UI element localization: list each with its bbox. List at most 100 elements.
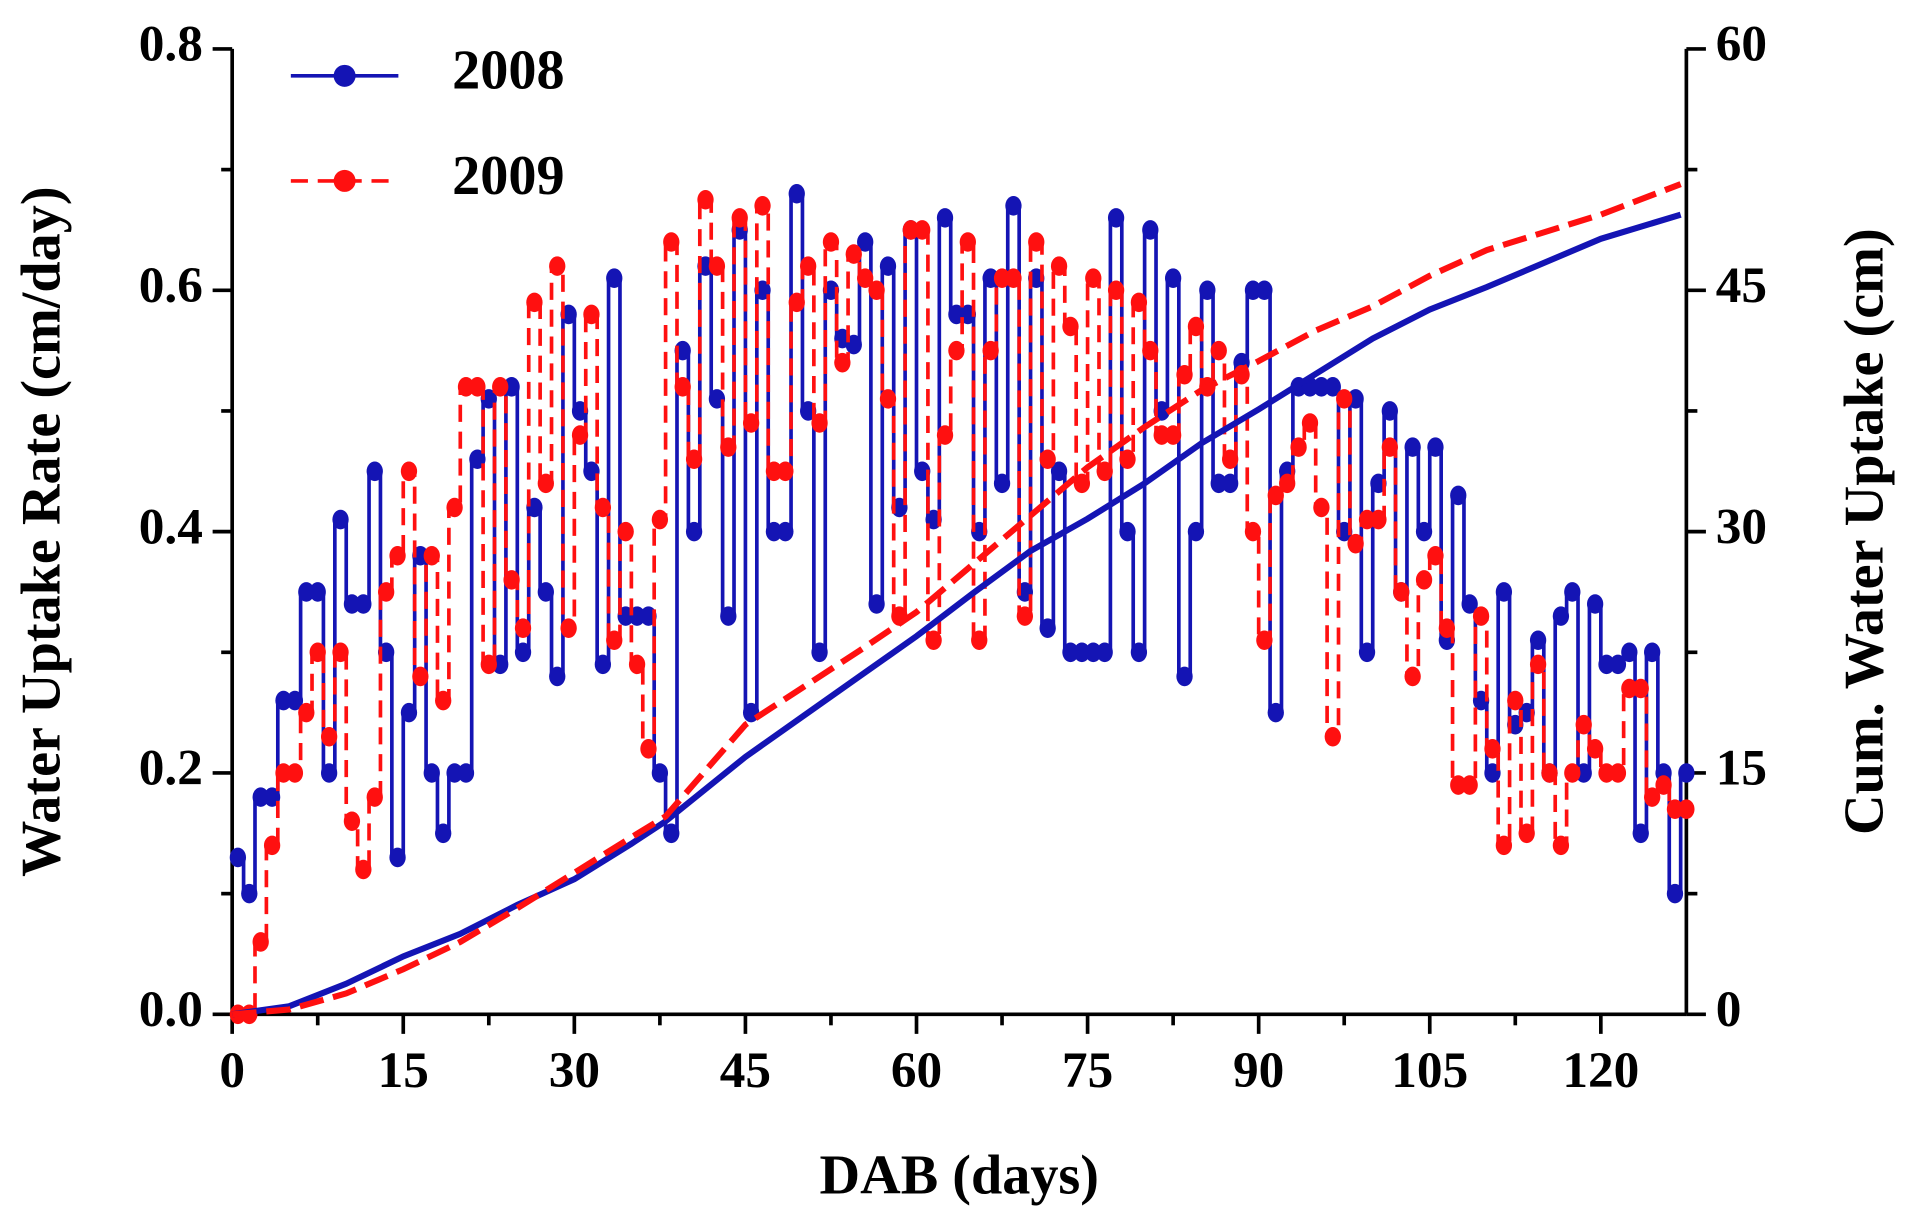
y2-tick-label: 30 [1716, 498, 1767, 555]
y-tick-label: 0.0 [139, 981, 203, 1038]
rate-marker [1290, 437, 1307, 457]
rate-marker [1199, 280, 1216, 301]
rate-marker [1256, 630, 1273, 651]
rate-marker [1678, 763, 1695, 783]
rate-marker [1119, 521, 1136, 542]
rate-marker [936, 425, 954, 445]
rate-marker [1358, 509, 1376, 530]
rate-marker [229, 847, 247, 868]
rate-marker [537, 582, 554, 602]
rate-marker [343, 811, 361, 832]
legend-marker [333, 64, 356, 87]
rate-marker [1644, 787, 1661, 807]
rate-marker [332, 509, 349, 530]
rate-marker [1507, 690, 1524, 711]
rate-marker [606, 268, 623, 288]
rate-marker [1564, 763, 1581, 783]
rate-marker [1107, 208, 1125, 228]
rate-marker [811, 642, 828, 663]
rate-marker [731, 208, 748, 228]
rate-marker [241, 883, 258, 904]
rate-marker [1005, 196, 1022, 216]
rate-marker [720, 437, 737, 457]
rate-marker [1541, 763, 1558, 783]
rate-marker [1267, 702, 1284, 723]
rate-marker [1404, 437, 1421, 457]
rate-marker [697, 189, 714, 210]
rate-marker [1062, 316, 1079, 337]
rate-marker [1427, 437, 1444, 457]
rate-marker [902, 220, 919, 240]
x-tick-label: 45 [720, 1042, 771, 1099]
rate-marker [1164, 268, 1182, 288]
rate-marker [811, 413, 828, 433]
rate-marker [765, 461, 783, 482]
rate-marker [777, 521, 794, 542]
rate-marker [879, 256, 897, 276]
rate-marker [549, 666, 566, 687]
rate-marker [1187, 316, 1205, 337]
rate-marker [1461, 594, 1478, 614]
rate-marker [389, 847, 406, 868]
rate-marker [1210, 340, 1227, 361]
rate-marker [993, 268, 1011, 288]
rate-marker [1085, 642, 1102, 663]
rate-marker [1552, 835, 1570, 856]
rate-marker [1644, 642, 1661, 663]
rate-marker [1244, 280, 1262, 301]
rate-marker [1461, 775, 1478, 795]
rate-marker [1358, 642, 1376, 663]
rate-marker [446, 497, 463, 518]
legend-label: 2009 [452, 145, 564, 207]
rate-marker [1119, 449, 1136, 469]
rate-marker [469, 377, 486, 397]
rate-marker [389, 545, 406, 566]
rate-marker [800, 256, 817, 276]
rate-marker [822, 232, 840, 252]
x-tick-label: 60 [891, 1042, 942, 1099]
rate-marker [1222, 473, 1239, 494]
rate-marker [1472, 606, 1490, 626]
rate-marker [366, 787, 383, 807]
rate-marker [982, 340, 999, 361]
rate-marker [1210, 473, 1227, 494]
rate-marker [857, 232, 874, 252]
rate-marker [1495, 835, 1513, 856]
rate-marker [1427, 545, 1444, 566]
rate-marker [1176, 364, 1193, 385]
rate-marker [1244, 521, 1262, 542]
rate-marker [343, 594, 361, 614]
rate-marker [1187, 521, 1205, 542]
rate-marker [640, 739, 657, 759]
rate-marker [480, 654, 497, 675]
rate-marker [1529, 630, 1547, 651]
rate-marker [1450, 775, 1467, 795]
rate-marker [606, 630, 623, 651]
rate-marker [742, 413, 760, 433]
x-tick-label: 75 [1062, 1042, 1113, 1099]
rate-marker [1484, 739, 1501, 759]
rate-marker [1586, 739, 1604, 759]
x-tick-label: 0 [219, 1042, 245, 1099]
rate-marker [936, 208, 954, 228]
rate-marker [1370, 509, 1387, 530]
rate-marker [503, 570, 520, 590]
rate-marker [1347, 533, 1364, 554]
rate-marker [1039, 618, 1056, 638]
rate-marker [857, 268, 874, 288]
rate-marker [1313, 377, 1330, 397]
y2-tick-label: 60 [1716, 16, 1767, 73]
legend-label: 2008 [452, 40, 564, 102]
cumulative-line [231, 211, 1682, 1018]
rate-marker [1381, 437, 1398, 457]
rate-marker [252, 932, 269, 952]
y2-tick-label: 0 [1716, 981, 1742, 1038]
rate-marker [1564, 582, 1581, 602]
y-tick-label: 0.4 [139, 498, 203, 555]
rate-marker [1393, 582, 1410, 602]
rate-marker [571, 425, 589, 445]
rate-marker [1347, 389, 1364, 409]
rate-marker [1575, 714, 1592, 735]
rate-marker [1050, 256, 1068, 276]
rate-marker [685, 521, 703, 542]
